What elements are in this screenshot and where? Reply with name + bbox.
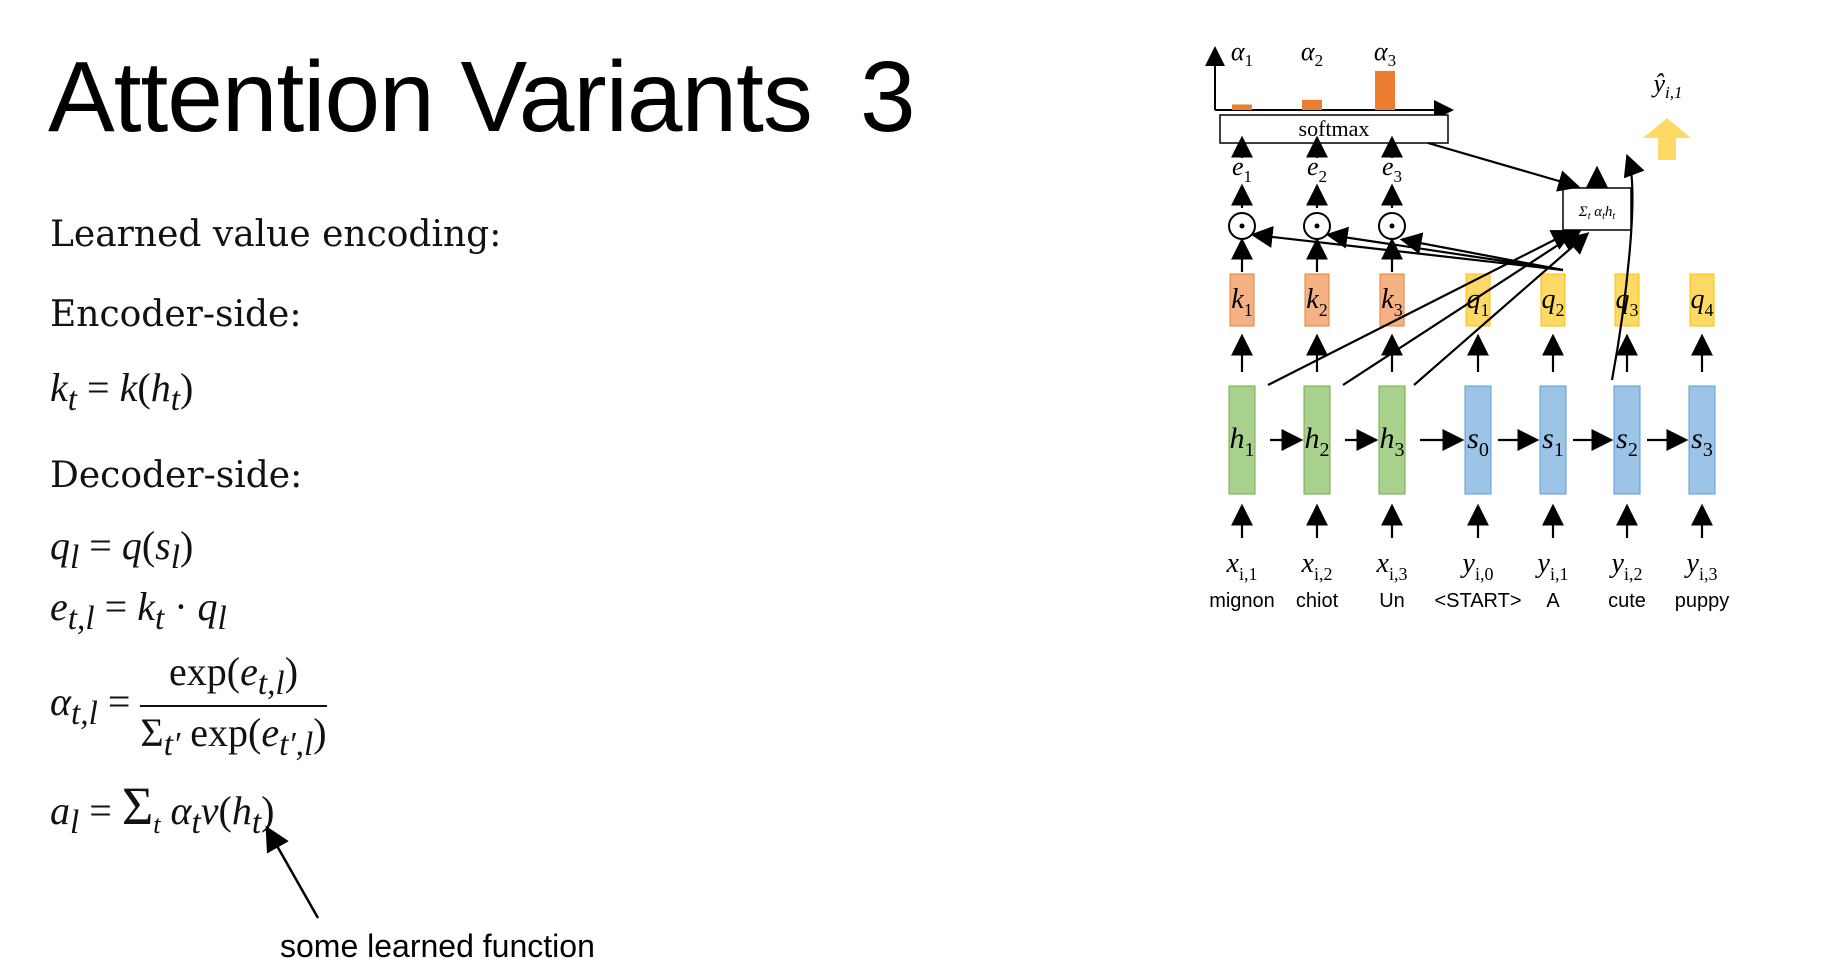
word-1: mignon [1209, 590, 1275, 612]
alpha-bar-2 [1302, 99, 1322, 110]
eq-key: kt = k(ht) [50, 365, 194, 418]
query-box-2 [1540, 273, 1566, 327]
key-box-3 [1379, 273, 1405, 327]
eq-score: et,l = kt · ql [50, 584, 227, 637]
alpha-bar-group [1232, 70, 1395, 110]
eq-query: ql = q(sl) [50, 523, 194, 576]
decoder-state-label-4: s3 [1691, 422, 1713, 461]
softmax-label: softmax [1299, 116, 1370, 141]
key-label-1: k1 [1231, 284, 1252, 320]
eq-alpha: αt,l = exp(et,l) Σt′ exp(et′,l) [50, 649, 327, 763]
key-box-2 [1304, 273, 1330, 327]
alpha-label-1: α1 [1231, 37, 1253, 70]
eq-attention-output: al = Σt αtv(ht) [50, 776, 275, 841]
dot-product-dot-2 [1314, 223, 1320, 229]
node-group: e1e2e3k1k2k3q1q2q3q4h1h2h3s0s1s2s3xi,1mi… [1209, 152, 1729, 612]
output-arrow [1643, 118, 1691, 160]
key-label-2: k2 [1306, 284, 1327, 320]
alpha-label-group: α1 α2 α3 [1231, 37, 1396, 70]
word-4: <START> [1434, 590, 1521, 612]
title-number: 3 [859, 41, 916, 153]
decoder-state-label-1: s0 [1467, 422, 1489, 461]
learned-value-heading: Learned value encoding: [50, 214, 502, 255]
word-6: cute [1608, 590, 1646, 612]
softmax-box [1219, 114, 1449, 144]
alpha-bar-3 [1375, 70, 1395, 110]
word-7: puppy [1675, 590, 1730, 612]
score-e3: e3 [1382, 152, 1402, 186]
decoder-state-box-4 [1688, 385, 1716, 495]
query-box-4 [1689, 273, 1715, 327]
dot-product-dot-3 [1389, 223, 1395, 229]
query-label-4: q4 [1691, 284, 1714, 320]
arrow-s0-to-output [1610, 153, 1645, 381]
encoder-state-box-2 [1303, 385, 1331, 495]
score-e1: e1 [1232, 152, 1252, 186]
slide-title: Attention Variants 3 [48, 40, 916, 155]
input-label-2: xi,2 [1301, 548, 1333, 584]
decoder-state-label-2: s1 [1542, 422, 1564, 461]
decoder-state-label-3: s2 [1616, 422, 1638, 461]
arrow-h1-to-sum [1267, 230, 1574, 386]
arrow-q1-to-dot-2 [1325, 226, 1564, 272]
annotation-label: some learned function [280, 928, 595, 964]
dot-product-dot-1 [1239, 223, 1245, 229]
word-2: chiot [1296, 590, 1339, 612]
input-label-1: xi,1 [1226, 548, 1258, 584]
title-text: Attention Variants [48, 41, 813, 153]
input-label-4: yi,0 [1460, 548, 1494, 584]
score-e2: e2 [1307, 152, 1327, 186]
input-label-7: yi,3 [1684, 548, 1718, 584]
input-label-6: yi,2 [1609, 548, 1643, 584]
encoder-side-heading: Encoder-side: [50, 294, 302, 335]
word-5: A [1546, 590, 1560, 612]
edge-group [1231, 135, 1713, 538]
encoder-state-label-3: h3 [1380, 422, 1405, 461]
alpha-label-3: α3 [1374, 37, 1396, 70]
input-label-5: yi,1 [1535, 548, 1569, 584]
attention-diagram: α1 α2 α3 softmax ŷi,1 Σt αtht e1 e2 e3 k1 k2 k3… [1205, 37, 1729, 612]
arrow-softmax-to-sum [1427, 141, 1581, 192]
weighted-sum-label: Σt αtht [1578, 204, 1616, 222]
alpha-bar-1 [1232, 104, 1252, 110]
decoder-state-box-2 [1539, 385, 1567, 495]
key-label-3: k3 [1381, 284, 1402, 320]
query-label-2: q2 [1542, 284, 1565, 320]
encoder-state-label-1: h1 [1230, 422, 1255, 461]
decoder-state-box-1 [1464, 385, 1492, 495]
arrow-q1-to-dot-3 [1399, 232, 1564, 272]
weighted-sum-box [1562, 187, 1632, 231]
decoder-state-box-3 [1613, 385, 1641, 495]
decoder-side-heading: Decoder-side: [50, 455, 303, 496]
input-label-3: xi,3 [1376, 548, 1408, 584]
encoder-state-box-3 [1378, 385, 1406, 495]
arrow-h3-to-sum [1413, 232, 1590, 386]
key-box-1 [1229, 273, 1255, 327]
alpha-label-2: α2 [1301, 37, 1323, 70]
arrow-h2-to-sum [1342, 229, 1582, 386]
encoder-state-label-2: h2 [1305, 422, 1330, 461]
word-3: Un [1379, 590, 1405, 612]
encoder-state-box-1 [1228, 385, 1256, 495]
output-label: ŷi,1 [1650, 69, 1682, 102]
